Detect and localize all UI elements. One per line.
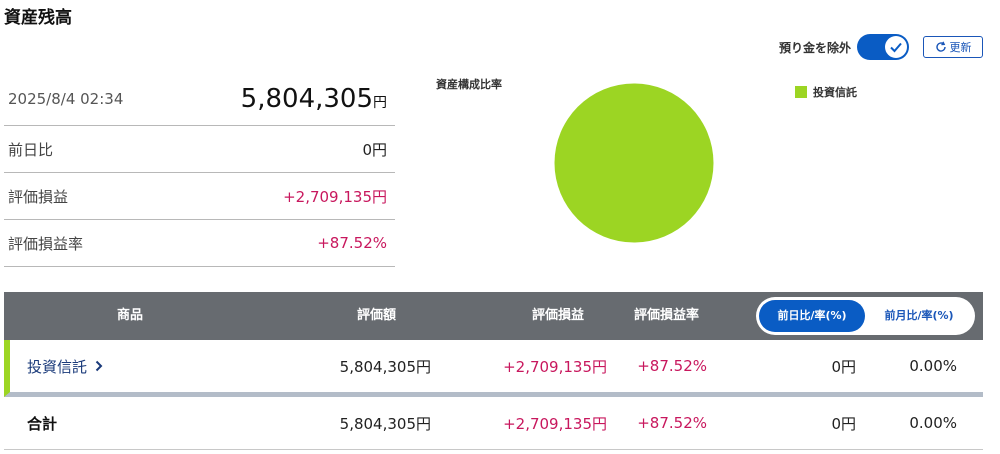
summary-value: +2,709,135円 [283,187,387,206]
summary-label: 評価損益 [8,187,69,206]
holdings-table: 商品 評価額 評価損益 評価損益率 前日比/率(%) 前月比/率(%) 投資信託… [4,292,983,450]
summary-label: 前日比 [8,140,54,159]
exclude-deposit-toggle[interactable] [857,34,910,60]
header-gain: 評価損益 [532,308,585,323]
total-value-amount: 5,804,305 [240,83,373,114]
summary-row-gain: 評価損益 +2,709,135円 [4,173,395,220]
pie-slice [554,83,714,243]
cell-change-rate: 0.00% [909,357,957,375]
header-product: 商品 [117,308,144,323]
summary-row-gain-rate: 評価損益率 +87.52% [4,220,395,267]
refresh-icon [935,41,946,52]
total-change-rate: 0.00% [909,414,957,432]
total-valuation: 5,804,305円 [339,414,431,433]
legend-label: 投資信託 [813,86,857,99]
cell-gain-rate: +87.52% [637,357,707,375]
table-header: 商品 評価額 評価損益 評価損益率 前日比/率(%) 前月比/率(%) [4,292,983,340]
as-of-date: 2025/8/4 02:34 [8,89,124,108]
check-icon [885,36,908,58]
table-total-row: 合計 5,804,305円 +2,709,135円 +87.52% 0円 0.0… [4,397,983,450]
allocation-legend: 投資信託 [795,84,857,100]
table-row: 投資信託 5,804,305円 +2,709,135円 +87.52% 0円 0… [4,340,983,397]
summary-panel: 2025/8/4 02:34 5,804,305円 前日比 0円 評価損益 +2… [4,72,395,267]
summary-label: 評価損益率 [8,234,84,253]
exclude-deposit-label: 預り金を除外 [779,40,852,55]
header-gain-rate: 評価損益率 [634,308,700,323]
cell-change: 0円 [831,357,856,376]
refresh-button[interactable]: 更新 [923,36,983,58]
allocation-title: 資産構成比率 [436,78,502,91]
total-change: 0円 [831,414,856,433]
summary-value: 0円 [362,140,387,159]
total-label: 合計 [27,414,58,433]
month-comparison-tab[interactable]: 前月比/率(%) [884,309,954,322]
summary-total-row: 2025/8/4 02:34 5,804,305円 [4,72,395,126]
allocation-pie-chart [554,83,714,243]
summary-value: +87.52% [317,234,387,252]
refresh-label: 更新 [949,41,972,54]
fund-link[interactable]: 投資信託 [27,340,103,392]
header-valuation: 評価額 [357,308,397,323]
chevron-right-icon [95,360,103,372]
day-comparison-tab[interactable]: 前日比/率(%) [759,300,865,332]
legend-swatch [795,86,807,98]
summary-row-day-change: 前日比 0円 [4,126,395,173]
cell-gain: +2,709,135円 [503,357,607,376]
cell-valuation: 5,804,305円 [339,357,431,376]
total-gain-rate: +87.52% [637,414,707,432]
exclude-deposit-control: 預り金を除外 [779,34,910,60]
total-value-unit: 円 [373,94,387,111]
comparison-toggle: 前日比/率(%) 前月比/率(%) [756,297,975,335]
product-name: 投資信託 [27,357,88,376]
page-title: 資産残高 [4,8,72,28]
total-gain: +2,709,135円 [503,414,607,433]
total-value: 5,804,305円 [241,84,387,114]
